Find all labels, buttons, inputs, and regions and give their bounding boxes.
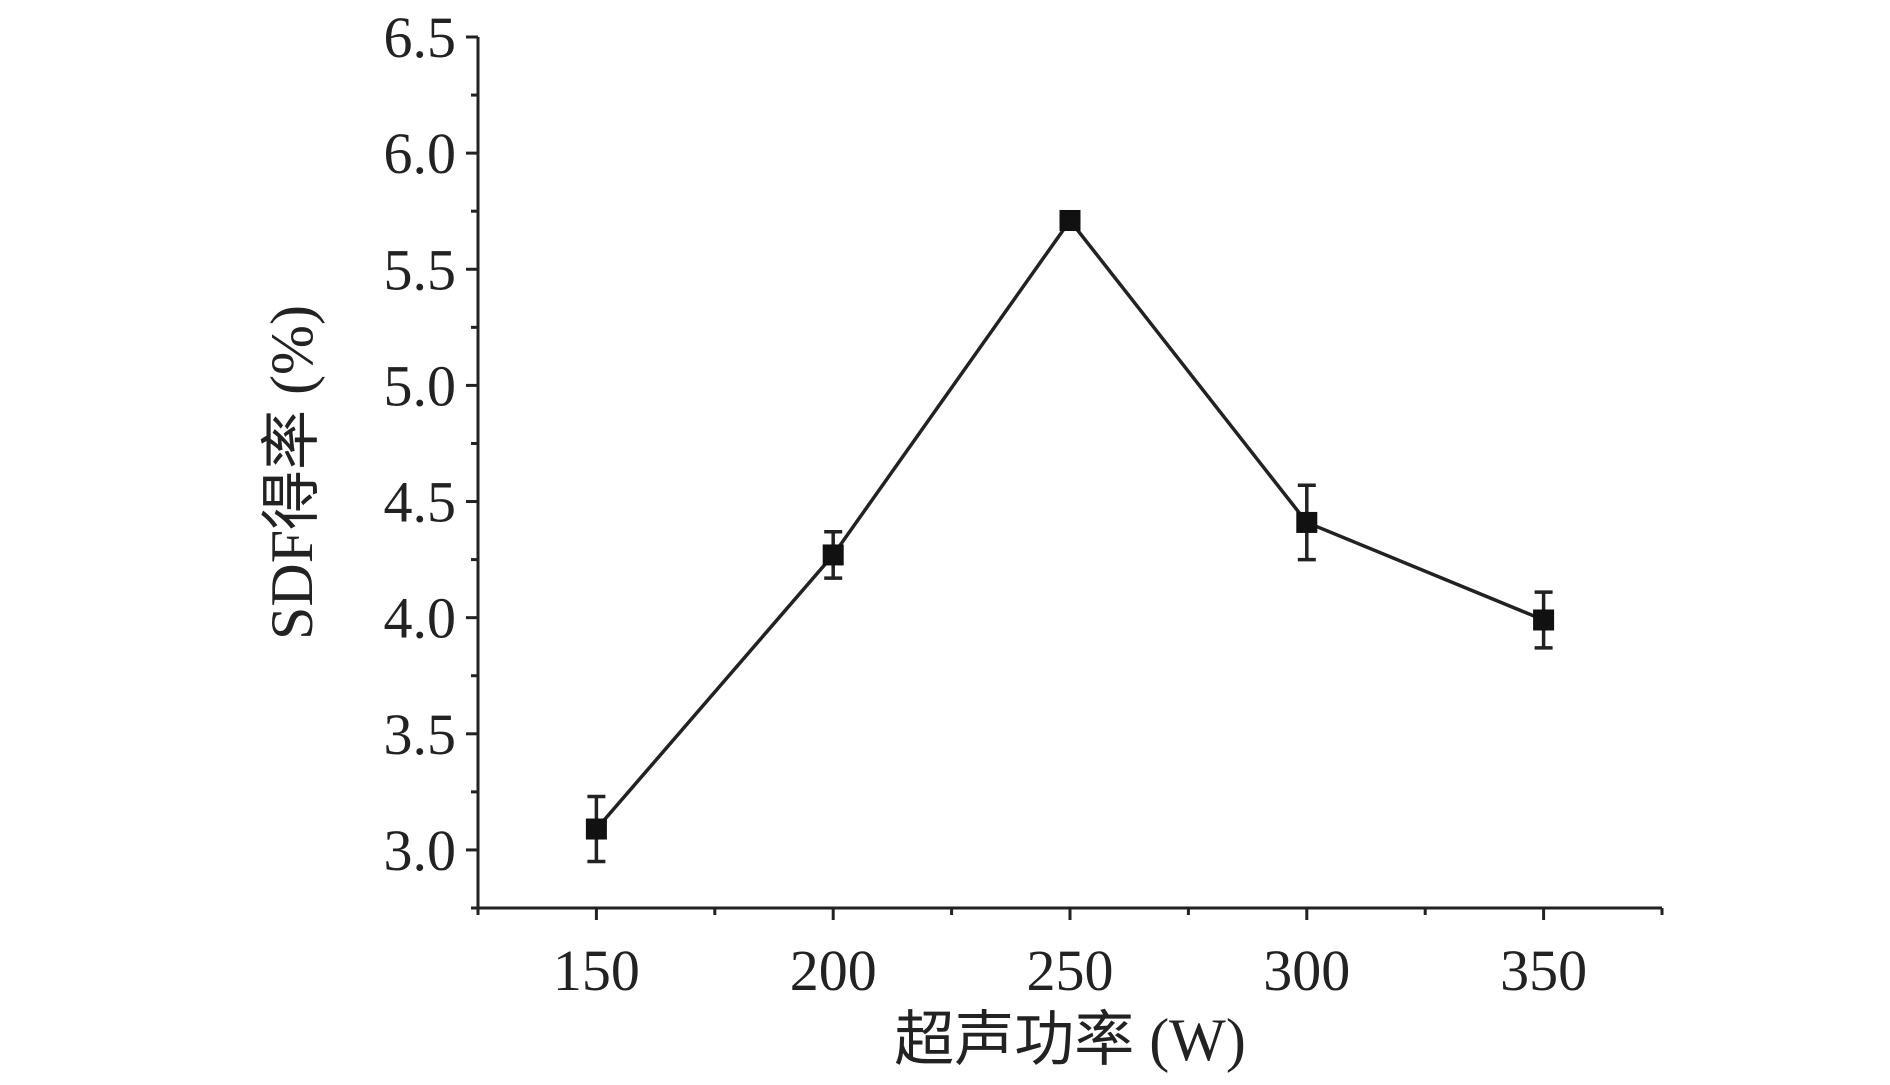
y-tick-label: 6.0 <box>384 121 457 186</box>
y-tick-label: 6.5 <box>384 5 457 70</box>
y-tick-label: 3.0 <box>384 818 457 883</box>
data-point-marker <box>1533 609 1555 631</box>
series-line <box>595 217 1545 831</box>
axes <box>476 37 1662 910</box>
data-point-marker <box>1059 209 1081 231</box>
data-point-marker <box>1296 511 1318 533</box>
data-point-marker <box>585 818 607 840</box>
x-tick-label: 250 <box>1027 938 1114 1003</box>
y-tick-label: 5.5 <box>384 237 457 302</box>
x-axis-title: 超声功率 (W) <box>894 1007 1246 1073</box>
x-ticks: 150 200 250 300 350 <box>476 908 1664 1003</box>
x-tick-label: 200 <box>790 938 877 1003</box>
x-tick-label: 300 <box>1263 938 1350 1003</box>
y-tick-label: 4.0 <box>384 586 457 651</box>
data-point-marker <box>822 544 844 566</box>
y-ticks: 3.0 3.5 4.0 4.5 5.0 5.5 6.0 6.5 <box>384 5 478 910</box>
y-tick-label: 3.5 <box>384 702 457 767</box>
y-tick-label: 4.5 <box>384 470 457 535</box>
y-axis-title: SDF得率 (%) <box>259 305 325 640</box>
series-group <box>585 209 1555 864</box>
y-tick-label: 5.0 <box>384 353 457 418</box>
x-tick-label: 350 <box>1500 938 1587 1003</box>
x-tick-label: 150 <box>553 938 640 1003</box>
